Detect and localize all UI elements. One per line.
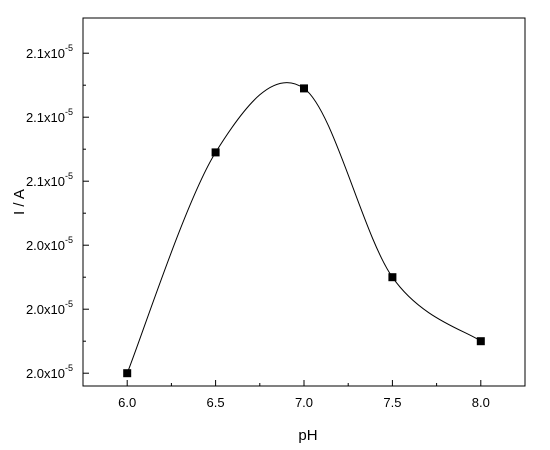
y-tick-label: 2.1x10-5 xyxy=(26,171,73,189)
data-point xyxy=(476,337,485,346)
data-point xyxy=(211,148,220,157)
y-tick-label: 2.0x10-5 xyxy=(26,235,73,253)
x-axis-title: pH xyxy=(298,427,317,444)
plot-frame xyxy=(82,17,526,387)
data-points xyxy=(123,84,485,378)
y-tick-label: 2.1x10-5 xyxy=(26,107,73,125)
x-tick-label: 7.0 xyxy=(295,395,313,410)
data-point xyxy=(388,273,397,282)
fit-curve xyxy=(126,82,482,374)
data-point xyxy=(300,84,308,93)
y-tick-label: 2.0x10-5 xyxy=(26,363,73,381)
y-tick-label: 2.0x10-5 xyxy=(26,299,73,317)
x-tick-label: 7.5 xyxy=(383,395,401,410)
x-tick-label: 8.0 xyxy=(472,395,490,410)
y-axis-title: I / A xyxy=(11,189,28,215)
y-tick-label: 2.1x10-5 xyxy=(26,43,73,61)
ticks: 6.0 6.5 7.0 7.5 8.0 2.0x10-5 2.0x10-5 2.0x10-5 2… xyxy=(26,43,490,410)
data-point xyxy=(123,369,132,378)
x-tick-label: 6.0 xyxy=(118,395,136,410)
x-tick-label: 6.5 xyxy=(207,395,225,410)
